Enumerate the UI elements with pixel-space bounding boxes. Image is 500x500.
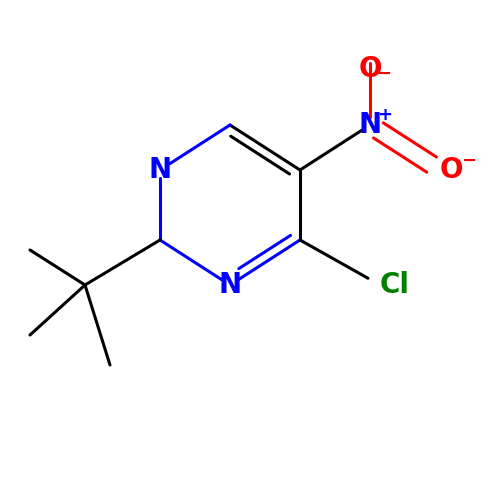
Text: N: N — [148, 156, 172, 184]
Text: N: N — [218, 271, 242, 299]
Text: O: O — [440, 156, 464, 184]
Text: −: − — [376, 65, 392, 83]
Text: N: N — [358, 111, 382, 139]
Text: −: − — [461, 152, 476, 170]
Text: +: + — [378, 106, 392, 124]
Text: Cl: Cl — [380, 271, 410, 299]
Text: O: O — [358, 55, 382, 83]
